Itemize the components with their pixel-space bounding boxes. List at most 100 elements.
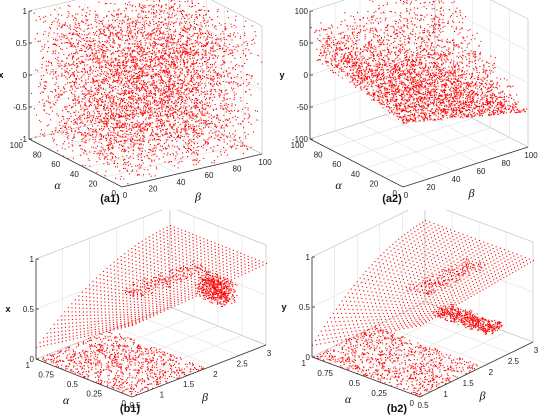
data-point (90, 93, 92, 95)
data-point (159, 62, 161, 64)
data-point (188, 93, 190, 95)
data-point (115, 140, 117, 142)
data-point (85, 150, 87, 152)
data-point (88, 44, 90, 46)
data-point (61, 127, 63, 129)
data-point (123, 70, 125, 72)
data-point (106, 138, 108, 140)
data-point (164, 143, 166, 145)
data-point (220, 67, 222, 69)
data-point (185, 151, 187, 153)
data-point (70, 121, 72, 123)
data-point (102, 128, 104, 130)
data-point (198, 132, 200, 134)
data-point (139, 83, 141, 85)
data-point (186, 15, 188, 17)
data-point (70, 74, 72, 76)
data-point (135, 83, 137, 85)
data-point (53, 139, 55, 141)
data-point (217, 144, 219, 146)
data-point (57, 21, 59, 23)
data-point (129, 163, 131, 165)
data-point (175, 74, 177, 76)
data-point (97, 121, 99, 123)
data-point (67, 138, 69, 140)
data-point (131, 166, 133, 168)
data-point (175, 67, 177, 69)
data-point (81, 121, 83, 123)
data-point (213, 162, 215, 164)
data-point (144, 98, 146, 100)
data-point (79, 50, 81, 52)
data-point (220, 127, 222, 129)
data-point (207, 139, 209, 141)
data-point (43, 135, 45, 137)
data-point (138, 54, 140, 56)
data-point (42, 91, 44, 93)
data-point (203, 114, 205, 116)
data-point (173, 51, 175, 53)
data-point (116, 31, 118, 33)
data-point (73, 99, 75, 101)
data-point (173, 61, 175, 63)
data-point (66, 68, 68, 70)
data-point (197, 73, 199, 75)
data-point (149, 108, 151, 110)
data-point (138, 143, 140, 145)
data-point (189, 91, 191, 93)
data-point (90, 41, 92, 43)
data-point (140, 110, 142, 112)
data-point (45, 60, 47, 62)
data-point (124, 16, 126, 18)
data-point (174, 68, 176, 70)
data-point (245, 145, 247, 147)
data-point (174, 165, 176, 167)
data-point (139, 165, 141, 167)
data-point (152, 113, 154, 115)
data-point (216, 80, 218, 82)
data-point (104, 126, 106, 128)
data-point (200, 76, 202, 78)
data-point (205, 120, 207, 122)
data-point (173, 64, 175, 66)
data-point (142, 84, 144, 86)
data-point (117, 77, 119, 79)
data-point (147, 46, 149, 48)
data-point (89, 101, 91, 103)
data-point (126, 133, 128, 135)
data-point (66, 128, 68, 130)
data-point (118, 104, 120, 106)
data-point (205, 63, 207, 65)
data-point (183, 146, 185, 148)
data-point (223, 139, 225, 141)
data-point (154, 65, 156, 67)
data-point (155, 86, 157, 88)
data-point (87, 90, 89, 92)
data-point (151, 127, 153, 129)
data-point (195, 149, 197, 151)
data-point (162, 63, 164, 65)
data-point (101, 81, 103, 83)
data-point (118, 93, 120, 95)
data-point (119, 103, 121, 105)
data-point (98, 152, 100, 154)
data-point (226, 135, 228, 137)
data-point (121, 52, 123, 54)
data-point (95, 16, 97, 18)
data-point (107, 133, 109, 135)
data-point (106, 126, 108, 128)
data-point (228, 81, 230, 83)
data-point (172, 42, 174, 44)
data-point (114, 57, 116, 59)
data-point (152, 69, 154, 71)
data-point (64, 24, 66, 26)
data-point (247, 133, 249, 135)
data-point (186, 48, 188, 50)
data-point (170, 77, 172, 79)
data-point (66, 121, 68, 123)
data-point (158, 0, 160, 1)
data-point (116, 36, 118, 38)
data-point (142, 108, 144, 110)
data-point (179, 96, 181, 98)
data-point (105, 42, 107, 44)
